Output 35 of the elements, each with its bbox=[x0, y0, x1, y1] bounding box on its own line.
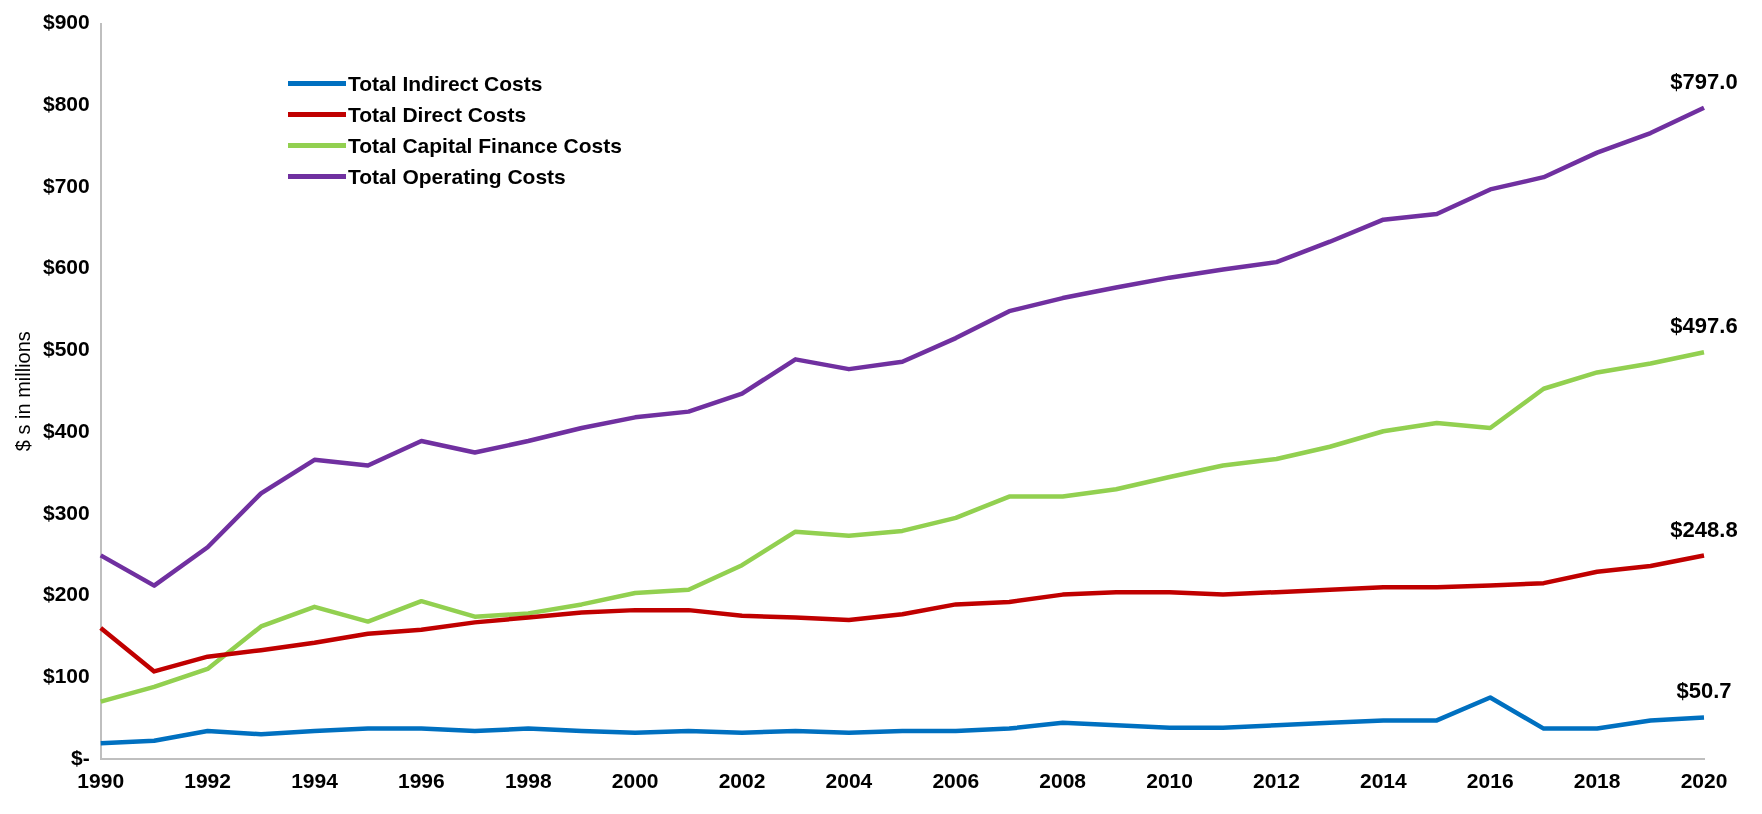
y-axis-title: $ s in millions bbox=[11, 331, 34, 452]
y-tick-label: $- bbox=[71, 745, 90, 769]
annotation: $797.0 bbox=[1670, 68, 1738, 94]
legend-label: Total Capital Finance Costs bbox=[348, 133, 622, 158]
annotation: $248.8 bbox=[1670, 516, 1738, 542]
x-tick-label: 2000 bbox=[611, 769, 659, 793]
annotation: $50.7 bbox=[1676, 678, 1732, 704]
x-tick-label: 1998 bbox=[504, 769, 552, 793]
x-tick-label: 2004 bbox=[825, 769, 873, 793]
x-tick-label: 1992 bbox=[184, 769, 231, 793]
x-tick-label: 1994 bbox=[291, 769, 339, 793]
x-tick-label: 1990 bbox=[77, 769, 125, 793]
y-tick-label: $300 bbox=[43, 500, 90, 524]
y-tick-label: $700 bbox=[43, 173, 90, 197]
legend-label: Total Operating Costs bbox=[348, 164, 566, 189]
y-tick-label: $600 bbox=[43, 255, 90, 279]
x-tick-label: 1996 bbox=[398, 769, 445, 793]
annotation: $497.6 bbox=[1670, 313, 1738, 339]
x-tick-label: 2008 bbox=[1039, 769, 1087, 793]
y-tick-label: $900 bbox=[43, 10, 90, 34]
legend-label: Total Indirect Costs bbox=[348, 71, 543, 96]
y-tick-label: $800 bbox=[43, 92, 90, 116]
x-tick-label: 2006 bbox=[932, 769, 980, 793]
x-tick-label: 2010 bbox=[1146, 769, 1193, 793]
y-tick-label: $100 bbox=[43, 663, 90, 687]
legend-label: Total Direct Costs bbox=[348, 102, 527, 127]
x-tick-label: 2016 bbox=[1466, 769, 1514, 793]
x-tick-label: 2012 bbox=[1253, 769, 1300, 793]
x-tick-label: 2020 bbox=[1680, 769, 1728, 793]
y-tick-label: $500 bbox=[43, 337, 90, 361]
x-tick-label: 2018 bbox=[1573, 769, 1621, 793]
y-tick-label: $400 bbox=[43, 418, 90, 442]
x-tick-label: 2014 bbox=[1359, 769, 1408, 793]
x-tick-label: 2002 bbox=[718, 769, 766, 793]
y-tick-label: $200 bbox=[43, 582, 90, 606]
